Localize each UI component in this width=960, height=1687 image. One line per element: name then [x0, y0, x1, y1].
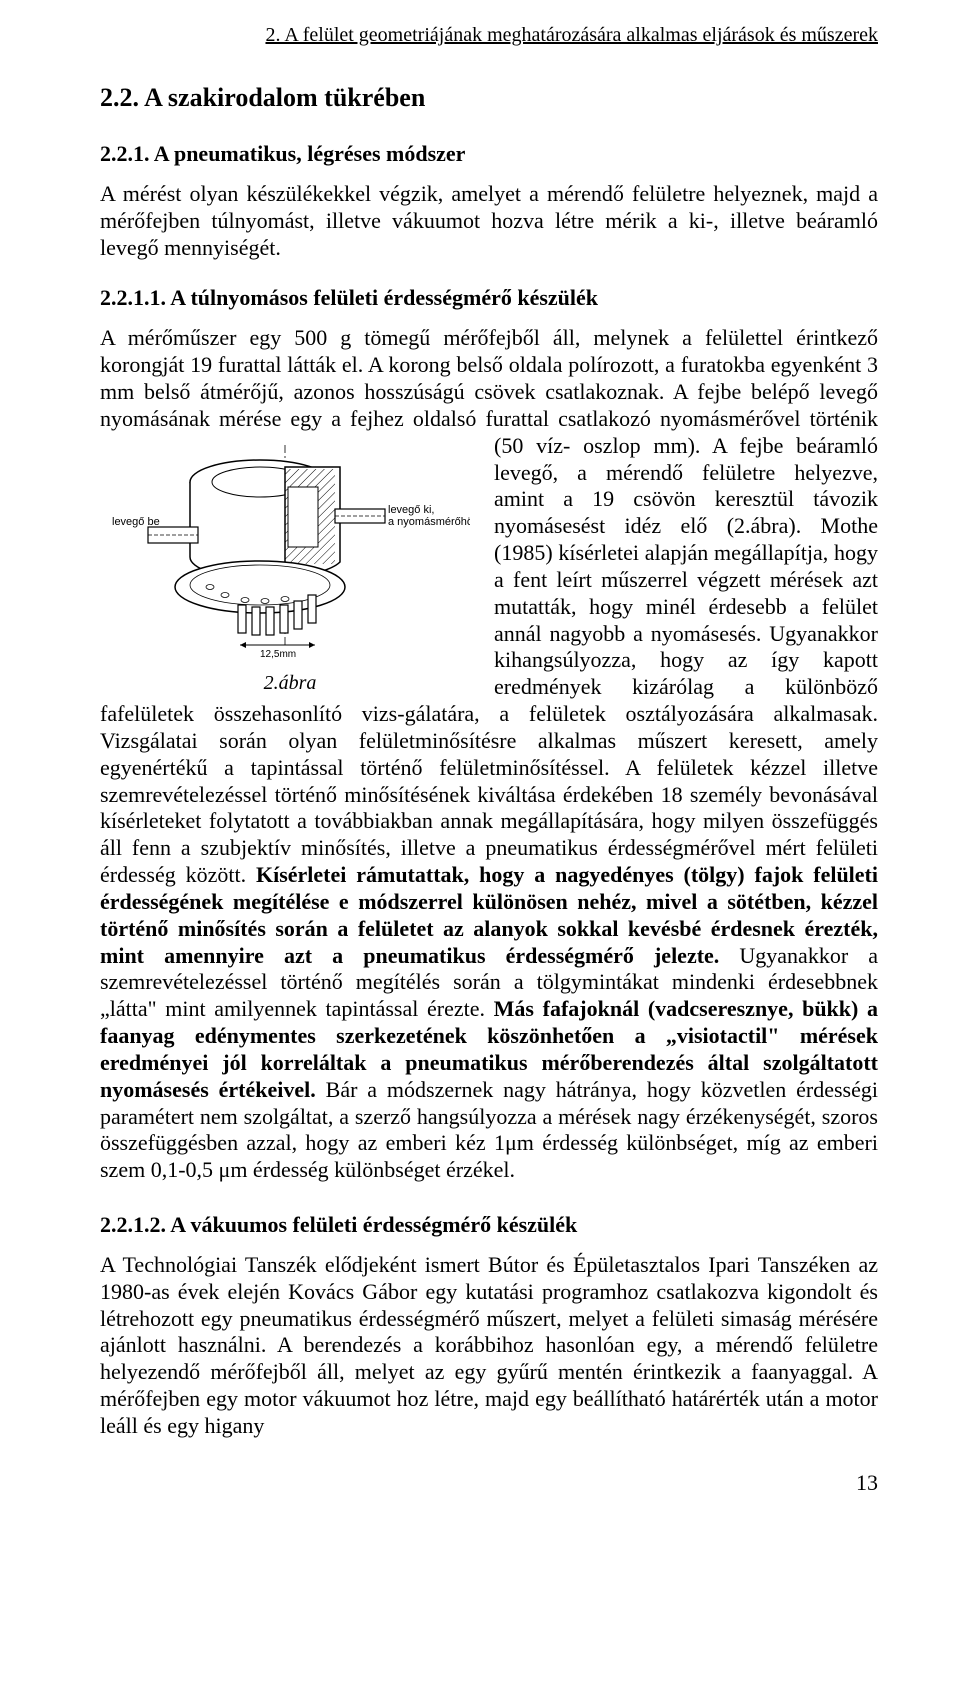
page-number: 13: [100, 1470, 878, 1496]
heading-2-2: 2.2. A szakirodalom tükrében: [100, 83, 878, 113]
para1-part-c: gálatára, a felületek osztályozására alk…: [100, 701, 878, 887]
fig-label-air-in: levegő be: [112, 516, 160, 528]
figure-2-caption: 2.ábra: [100, 671, 480, 695]
figure-2-svg: 12,5mm levegő be levegő ki, a nyomásmérő…: [110, 437, 470, 667]
body-para-1: A mérőműszer egy 500 g tömegű mérőfejből…: [100, 325, 878, 1184]
fig-label-air-out2: a nyomásmérőhöz: [388, 516, 470, 528]
para-intro: A mérést olyan készülékekkel végzik, ame…: [100, 181, 878, 261]
running-head: 2. A felület geometriájának meghatározás…: [100, 24, 878, 47]
fig-dim-text: 12,5mm: [260, 649, 296, 660]
fig-label-air-out1: levegő ki,: [388, 504, 434, 516]
heading-2-2-1-1: 2.2.1.1. A túlnyomásos felületi érdesség…: [100, 285, 878, 311]
body-para-2: A Technológiai Tanszék elődjeként ismert…: [100, 1252, 878, 1440]
heading-2-2-1: 2.2.1. A pneumatikus, légréses módszer: [100, 141, 878, 167]
heading-2-2-1-2: 2.2.1.2. A vákuumos felületi érdességmér…: [100, 1212, 878, 1238]
figure-2: 12,5mm levegő be levegő ki, a nyomásmérő…: [100, 437, 480, 695]
